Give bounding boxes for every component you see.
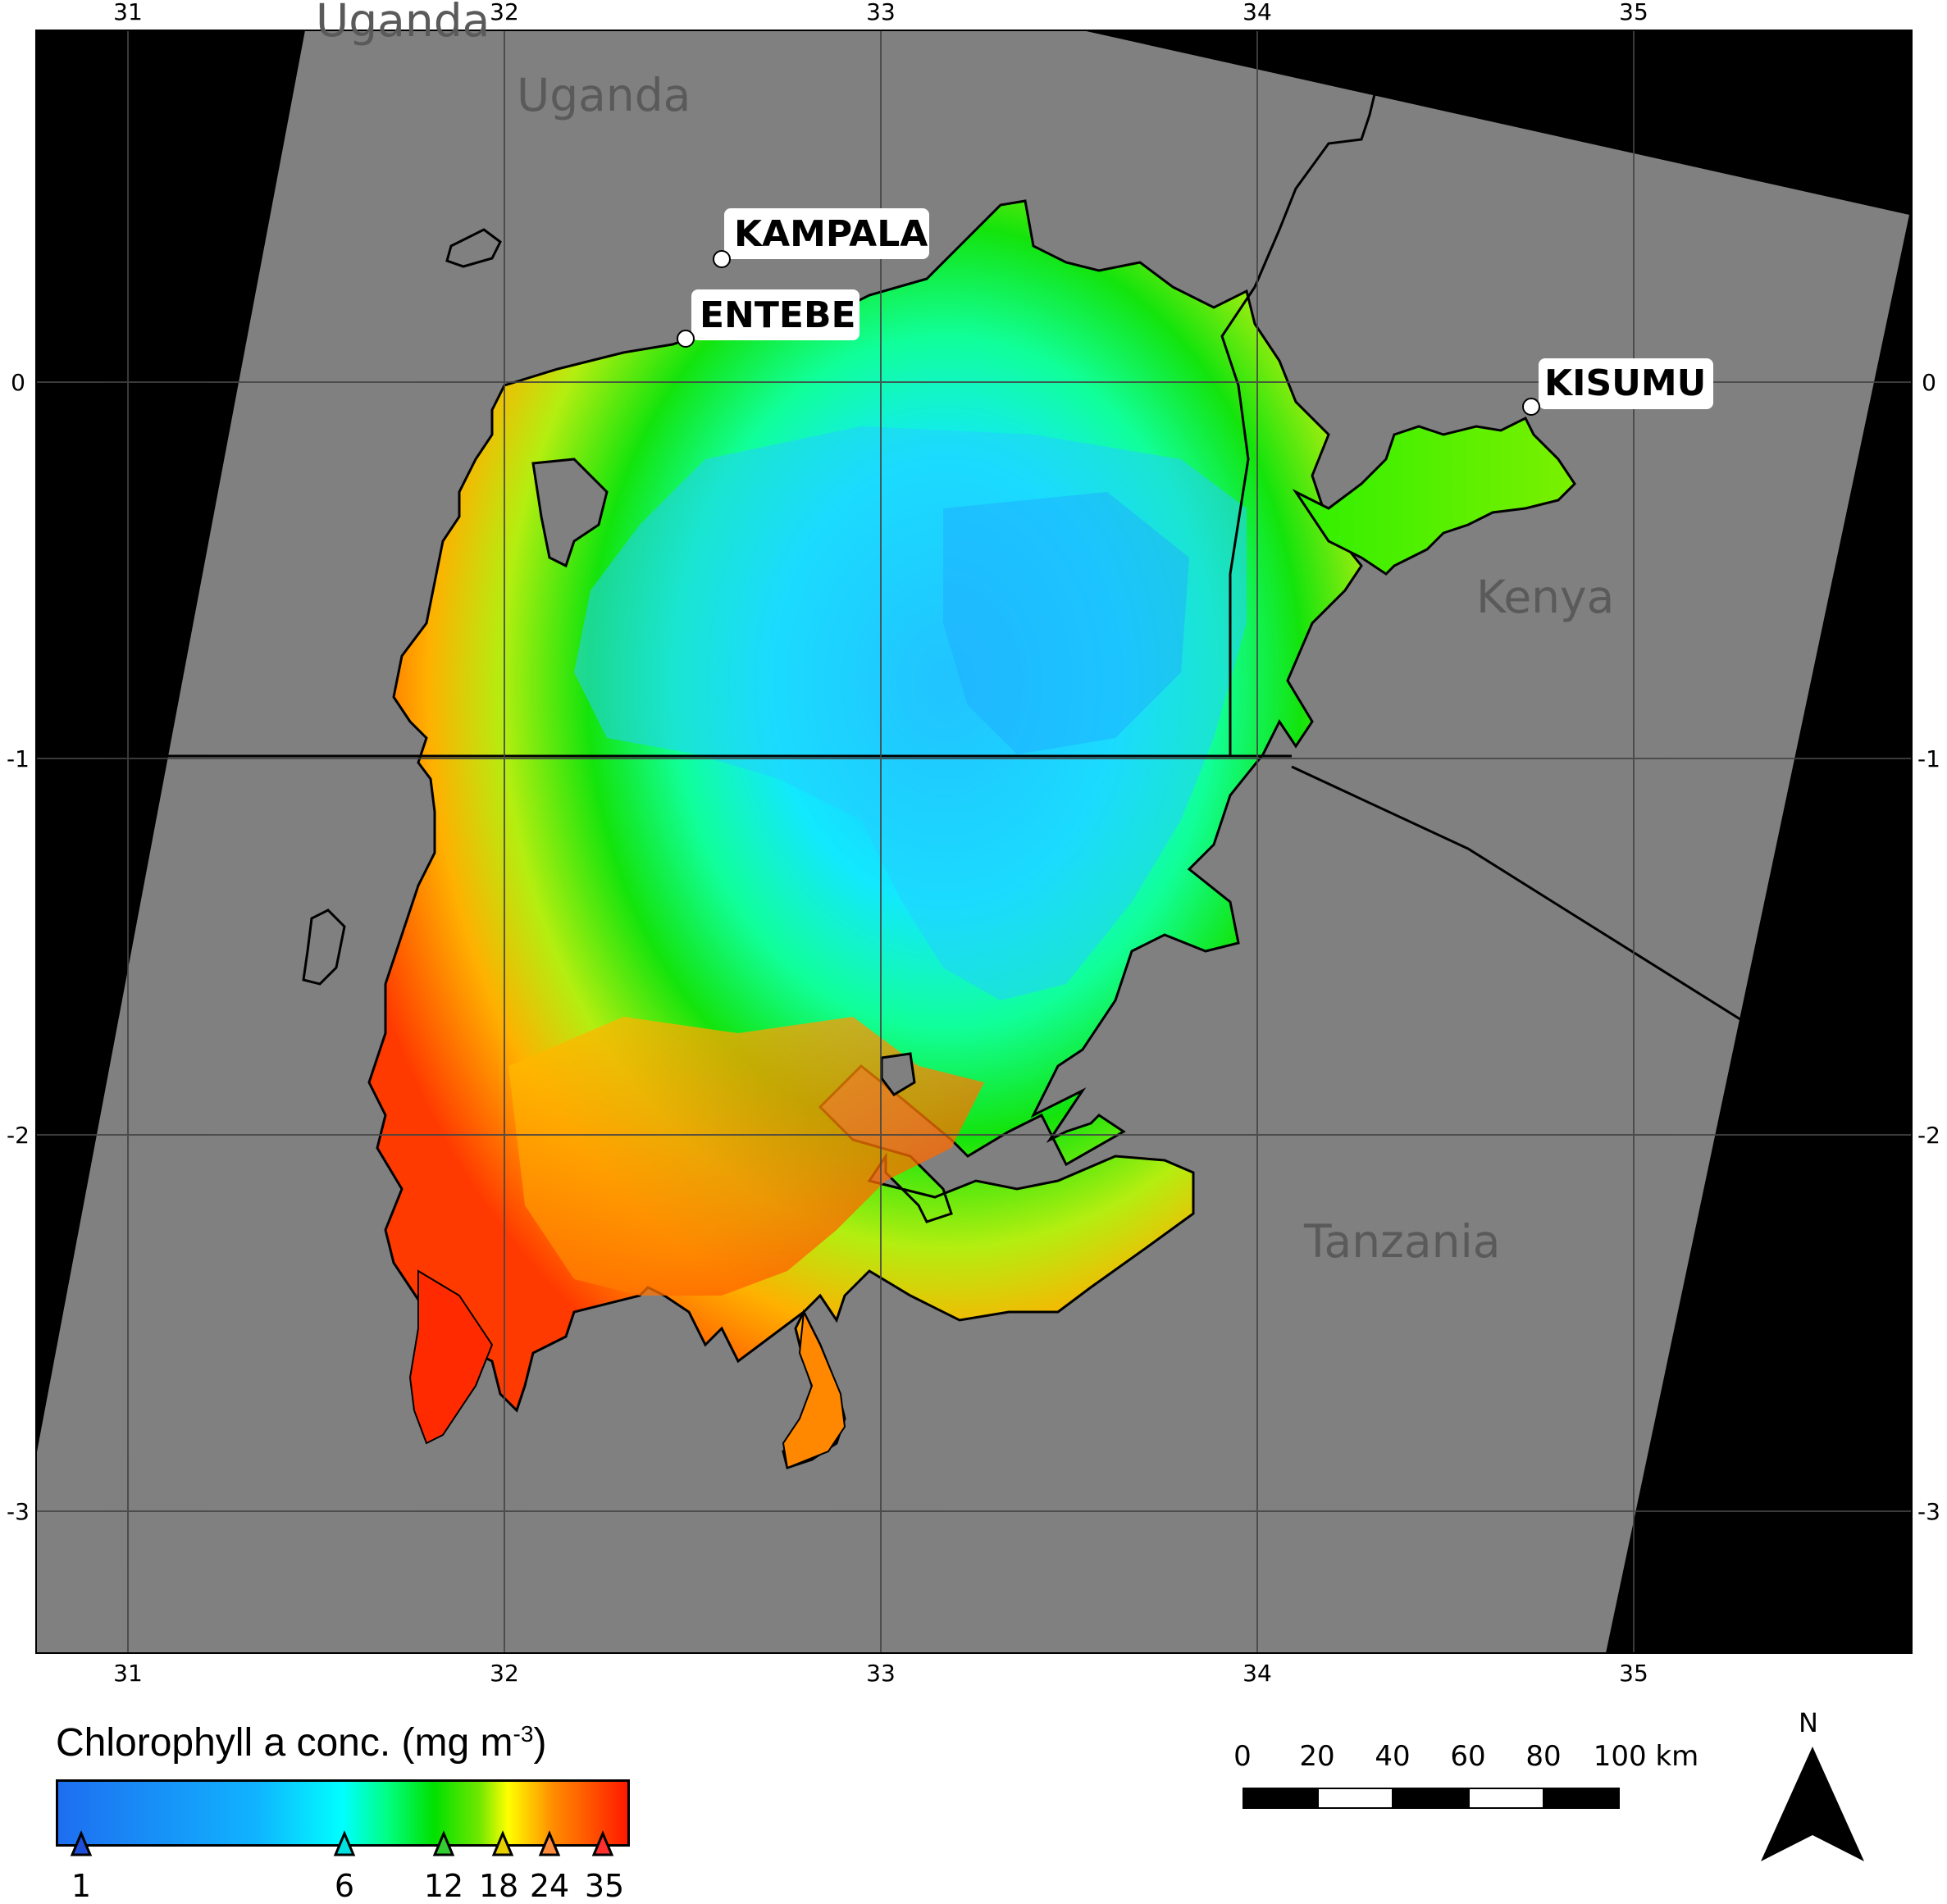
island (531, 458, 609, 568)
top-lon-tick: 33 (866, 0, 896, 25)
scale-bar-segment (1393, 1788, 1469, 1809)
left-lat-tick: 0 (11, 369, 25, 396)
city-kampala: KAMPALA (713, 208, 929, 268)
scale-bar-segment (1543, 1788, 1620, 1809)
left-lat-tick: -3 (7, 1498, 30, 1525)
country-label-kenya: Kenya (1476, 571, 1614, 623)
north-label: N (1799, 1707, 1818, 1738)
border-line (1253, 93, 1376, 288)
city-label-entebe: ENTEBE (700, 294, 856, 336)
legend-title: Chlorophyll a conc. (mg m-3) (56, 1721, 547, 1765)
city-label-box (724, 208, 929, 259)
bottom-lon-tick: 32 (490, 1660, 519, 1687)
lake-core (574, 426, 1247, 1000)
scale-label: 60 (1450, 1740, 1486, 1773)
right-lat-tick: 0 (1922, 369, 1936, 396)
colorbar-tick: 12 (423, 1868, 464, 1904)
country-label-uganda: Uganda (517, 69, 691, 121)
city-marker (677, 330, 695, 348)
colorbar-tick: 35 (584, 1868, 625, 1904)
kisumu-gulf (1292, 416, 1576, 576)
bottom-lon-tick: 34 (1243, 1660, 1272, 1687)
scale-label: 20 (1299, 1740, 1335, 1773)
city-label-box (691, 289, 860, 340)
top-lon-tick: 31 (113, 0, 143, 25)
city-kisumu: KISUMU (1522, 358, 1713, 416)
scale-bar-segment (1317, 1788, 1393, 1809)
border-line (1291, 765, 1744, 1023)
southern-inlet (782, 1309, 846, 1469)
scale-label: 80 (1525, 1740, 1562, 1773)
city-marker (1522, 398, 1540, 416)
bottom-lon-tick: 35 (1619, 1660, 1648, 1687)
city-entebe: ENTEBE (677, 289, 860, 348)
colorbar-tick: 1 (71, 1868, 92, 1904)
top-lon-tick: 32 (490, 0, 519, 25)
scale-bar-segment (1468, 1788, 1544, 1809)
colorbar-tick: 6 (334, 1868, 355, 1904)
island (445, 228, 502, 268)
southern-bloom (508, 1017, 984, 1296)
country-label-uganda-partial: Uganda (316, 0, 490, 47)
bottom-lon-tick: 31 (113, 1660, 143, 1687)
bottom-lon-tick: 33 (866, 1660, 896, 1687)
colorbar-tick: 24 (529, 1868, 570, 1904)
colorbar (56, 1779, 630, 1847)
island (302, 909, 346, 986)
scale-label: 40 (1375, 1740, 1411, 1773)
scale-label: 100 km (1593, 1740, 1699, 1773)
left-lat-tick: -2 (7, 1122, 30, 1149)
top-lon-tick: 34 (1243, 0, 1272, 25)
city-label-kampala: KAMPALA (734, 213, 928, 255)
scale-bar-segment (1243, 1788, 1318, 1809)
map-frame (35, 30, 1913, 1654)
north-arrow-icon (1761, 1747, 1864, 1861)
right-lat-tick: -3 (1917, 1498, 1940, 1525)
top-lon-tick: 35 (1619, 0, 1648, 25)
lake-core-inner (943, 492, 1189, 754)
city-marker (713, 250, 731, 268)
right-lat-tick: -2 (1917, 1122, 1940, 1149)
scale-label: 0 (1233, 1740, 1252, 1773)
left-lat-tick: -1 (7, 745, 30, 772)
city-label-kisumu: KISUMU (1544, 362, 1706, 404)
graticule (36, 30, 1912, 1653)
right-lat-tick: -1 (1917, 745, 1940, 772)
southwest-bay (408, 1269, 494, 1445)
colorbar-tick: 18 (478, 1868, 519, 1904)
country-label-tanzania: Tanzania (1303, 1215, 1500, 1268)
city-label-box (1539, 358, 1713, 409)
